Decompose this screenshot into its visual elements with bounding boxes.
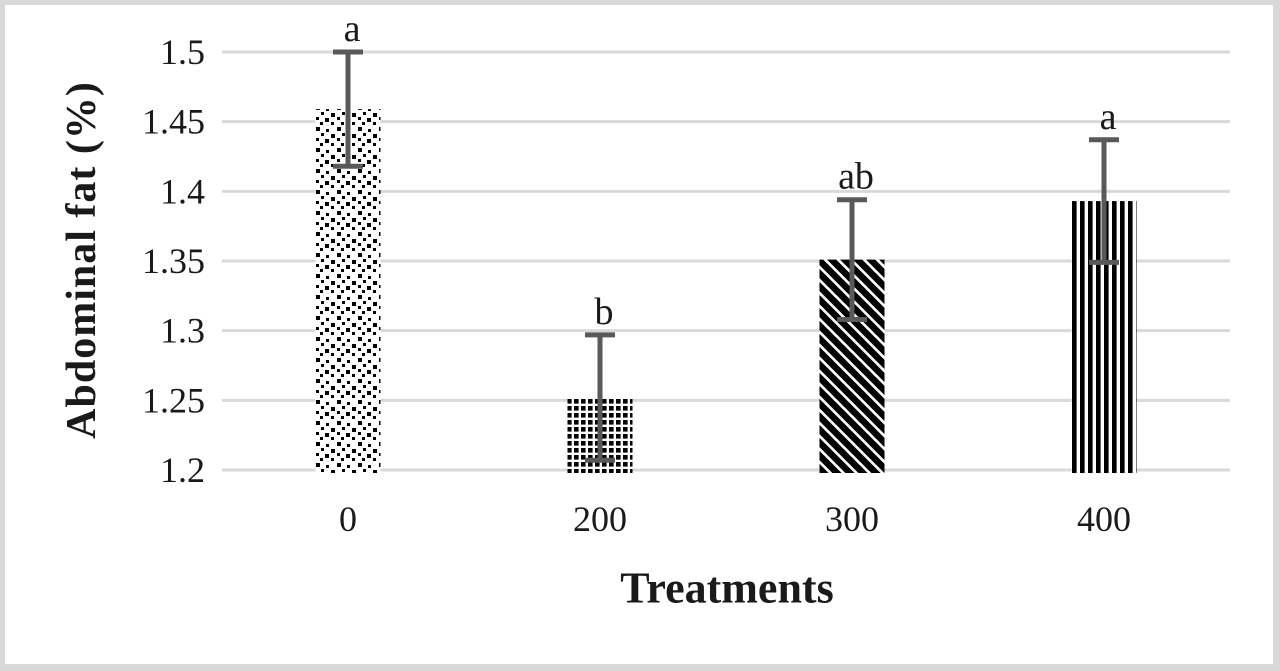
bar-0 bbox=[315, 109, 381, 474]
x-tick-label: 200 bbox=[573, 499, 627, 539]
gridlines bbox=[222, 50, 1230, 472]
y-tick-label: 1.2 bbox=[160, 450, 205, 490]
y-tick-label: 1.3 bbox=[160, 311, 205, 351]
y-tick-label: 1.5 bbox=[160, 32, 205, 72]
y-tick-label: 1.4 bbox=[160, 171, 205, 211]
significance-letter: a bbox=[344, 8, 361, 50]
significance-letter: ab bbox=[838, 156, 874, 198]
x-tick-label: 400 bbox=[1077, 499, 1131, 539]
x-tick-label: 300 bbox=[825, 499, 879, 539]
y-tick-labels: 1.2 1.25 1.3 1.35 1.4 1.45 1.5 bbox=[142, 32, 205, 490]
significance-letter: a bbox=[1100, 96, 1117, 138]
error-bars bbox=[333, 49, 1119, 463]
x-tick-label: 0 bbox=[339, 499, 357, 539]
y-tick-label: 1.25 bbox=[142, 380, 205, 420]
y-tick-label: 1.35 bbox=[142, 241, 205, 281]
x-tick-labels: 0 200 300 400 bbox=[339, 499, 1131, 539]
significance-letter: b bbox=[595, 291, 614, 333]
y-tick-label: 1.45 bbox=[142, 102, 205, 142]
bars bbox=[315, 109, 1137, 474]
x-axis-title: Treatments bbox=[620, 563, 834, 613]
